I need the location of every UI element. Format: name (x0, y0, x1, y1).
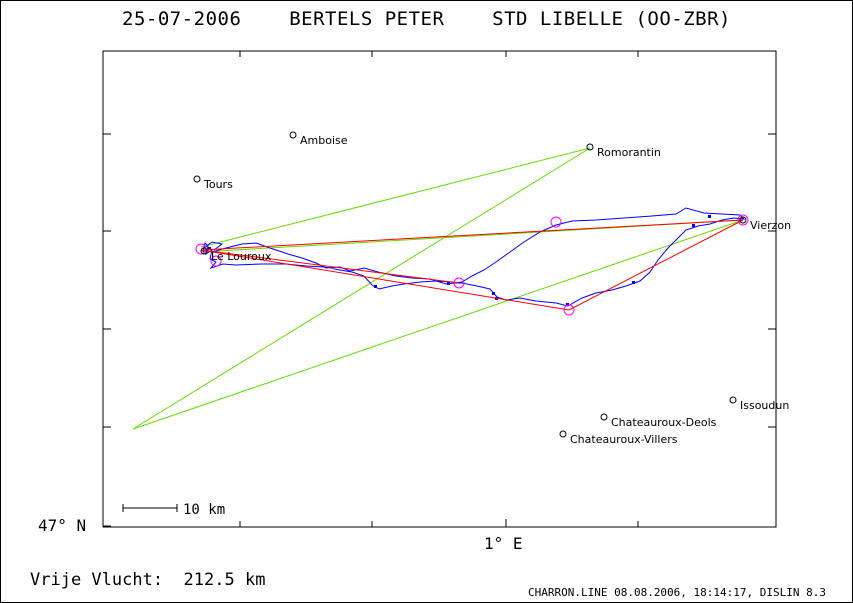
place-label-issoudun: Issoudun (740, 399, 789, 412)
place-label-romorantin: Romorantin (597, 146, 661, 159)
lon-axis-label: 1° E (484, 534, 523, 553)
summary-label: Vrije Vlucht: (30, 570, 164, 590)
place-marker-amboise (289, 131, 297, 139)
lat-ticks (103, 133, 776, 527)
plot-frame (102, 50, 777, 528)
place-label-amboise: Amboise (300, 134, 348, 147)
place-marker-vierzon (739, 216, 747, 224)
sector-lines (132, 147, 744, 430)
place-label-chateauroux-villers: Chateauroux-Villers (570, 433, 678, 446)
flight-date: 25-07-2006 (122, 8, 242, 30)
place-label-vierzon: Vierzon (750, 219, 791, 232)
place-label-le-louroux: Le Louroux (211, 250, 272, 263)
place-marker-issoudun (729, 396, 737, 404)
places-layer: Amboise Tours Romorantin Vierzon Le Louroux I… (193, 131, 791, 446)
turnpoint-circles (195, 214, 749, 316)
place-marker-chateauroux-villers (559, 430, 567, 438)
glider-name: STD LIBELLE (OO-ZBR) (492, 8, 731, 30)
gps-track (202, 207, 746, 307)
map-title: 25-07-2006 BERTELS PETER STD LIBELLE (OO… (0, 8, 853, 30)
pilot-name: BERTELS PETER (289, 8, 445, 30)
summary-distance: 212.5 km (183, 570, 266, 590)
scale-bar-label: 10 km (183, 502, 225, 518)
task-route (200, 219, 744, 311)
place-label-tours: Tours (203, 178, 233, 191)
place-marker-chateauroux-deols (600, 413, 608, 421)
place-marker-le-louroux (200, 247, 208, 255)
flight-summary: Vrije Vlucht: 212.5 km (30, 570, 265, 590)
place-marker-tours (193, 175, 201, 183)
place-label-chateauroux-deols: Chateauroux-Deols (611, 416, 717, 429)
lat-axis-label: 47° N (38, 516, 87, 535)
scale-bar (122, 504, 178, 512)
lon-ticks (239, 51, 639, 527)
place-marker-romorantin (586, 143, 594, 151)
footer-info: CHARRON.LINE 08.08.2006, 18:14:17, DISLI… (527, 586, 826, 599)
